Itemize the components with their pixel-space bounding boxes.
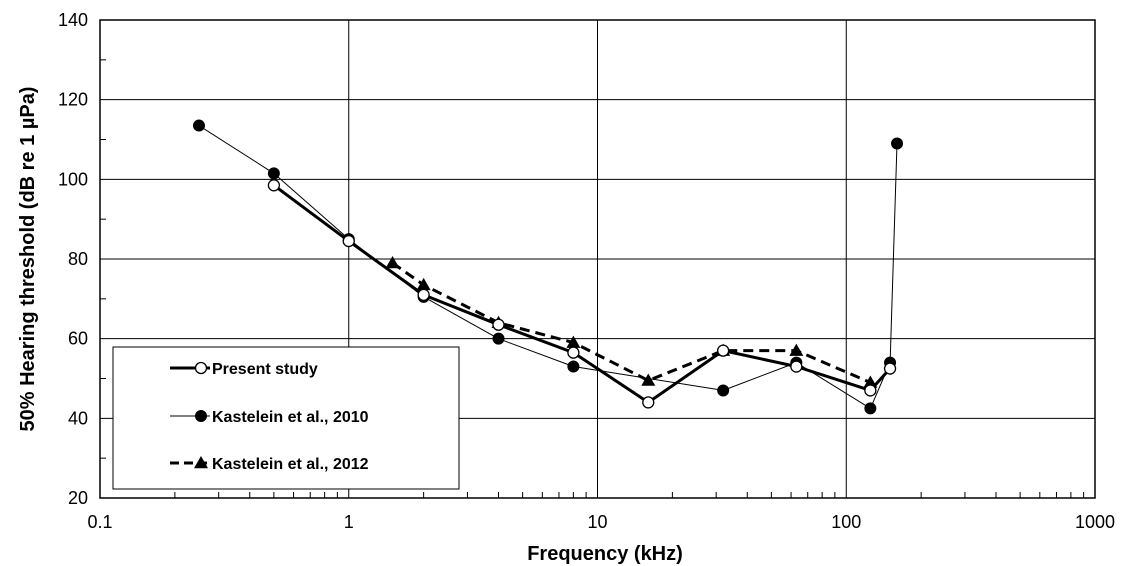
x-axis-label: Frequency (kHz) [527,543,683,565]
data-point [567,346,580,359]
series-layer [192,119,904,415]
legend-item: Present study [170,361,318,378]
data-point [342,234,355,248]
series-present-study [267,179,897,409]
data-point [717,384,730,397]
y-tick-labels: 20 40 60 80 100 120 140 [58,10,88,508]
y-tick-label: 140 [58,10,88,30]
legend-label: Kastelein et al., 2012 [212,456,369,473]
x-tick-label: 0.1 [87,512,112,532]
data-point [267,179,281,192]
data-point [267,167,280,180]
data-point [641,373,656,386]
x-tick-label: 10 [587,512,607,532]
data-point [883,362,897,375]
legend-item: Kastelein et al., 2010 [170,409,369,426]
x-tick-label: 1 [344,512,354,532]
data-point [492,318,505,331]
legend-marker [194,361,208,375]
data-point [492,332,505,345]
data-point [567,360,580,373]
legend-marker [195,410,207,422]
data-point [717,344,730,357]
y-tick-label: 40 [68,408,88,428]
legend-items: Present study Kastelein et al., 2010 Kaste… [170,361,369,473]
data-point [864,402,877,415]
data-point [416,277,431,291]
y-tick-label: 60 [68,329,88,349]
data-point [417,288,430,302]
y-axis-label: 50% Hearing threshold (dB re 1 µPa) [17,87,39,432]
y-tick-label: 20 [68,488,88,508]
legend-marker [194,456,208,469]
minor-ticks [100,59,1085,498]
data-point [790,360,803,373]
data-point [789,343,804,356]
x-tick-labels: 0.1 1 10 100 1000 [87,512,1115,532]
data-point [642,396,655,409]
data-point [192,119,205,132]
data-point [864,384,877,397]
series-line [391,261,871,384]
legend-label: Kastelein et al., 2010 [212,409,369,426]
x-tick-label: 100 [831,512,861,532]
plot-area-frame [99,19,1096,499]
legend-box [112,346,460,490]
legend-label: Present study [212,361,318,378]
x-tick-label: 1000 [1075,512,1115,532]
data-point [891,137,904,150]
y-tick-label: 120 [58,90,88,110]
legend: Present study Kastelein et al., 2010 Kaste… [112,346,460,490]
data-point [566,335,581,348]
series-line [273,184,892,404]
y-tick-label: 100 [58,169,88,189]
legend-item: Kastelein et al., 2012 [170,456,369,473]
y-tick-label: 80 [68,249,88,269]
data-point [385,255,400,269]
